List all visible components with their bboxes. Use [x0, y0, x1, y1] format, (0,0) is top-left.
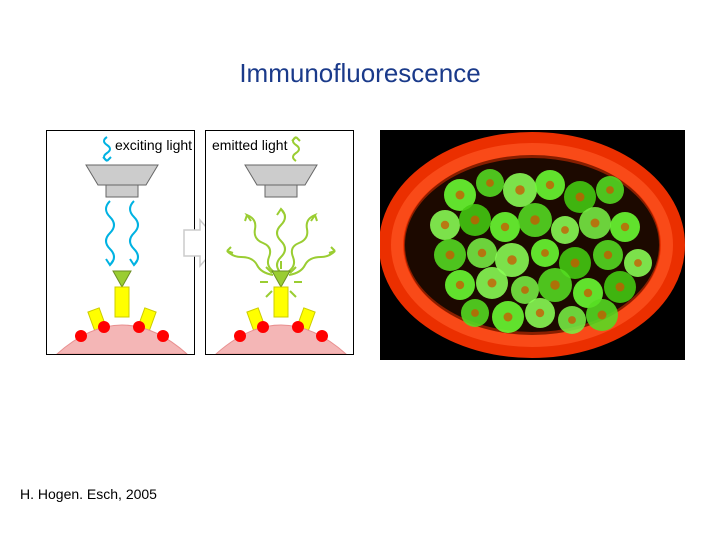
micrograph-panel — [380, 130, 685, 360]
page-title: Immunofluorescence — [0, 58, 720, 89]
excitation-waves-icon — [92, 197, 152, 277]
micrograph-image — [380, 130, 685, 360]
attribution-text: H. Hogen. Esch, 2005 — [20, 486, 157, 502]
exciting-light-panel: exciting light — [46, 130, 195, 355]
objective-icon — [82, 161, 162, 201]
emitted-light-panel: emitted light — [205, 130, 354, 355]
emitted-light-label: emitted light — [212, 137, 287, 153]
cell-surface-icon — [206, 314, 355, 354]
cell-surface-icon — [47, 314, 196, 354]
